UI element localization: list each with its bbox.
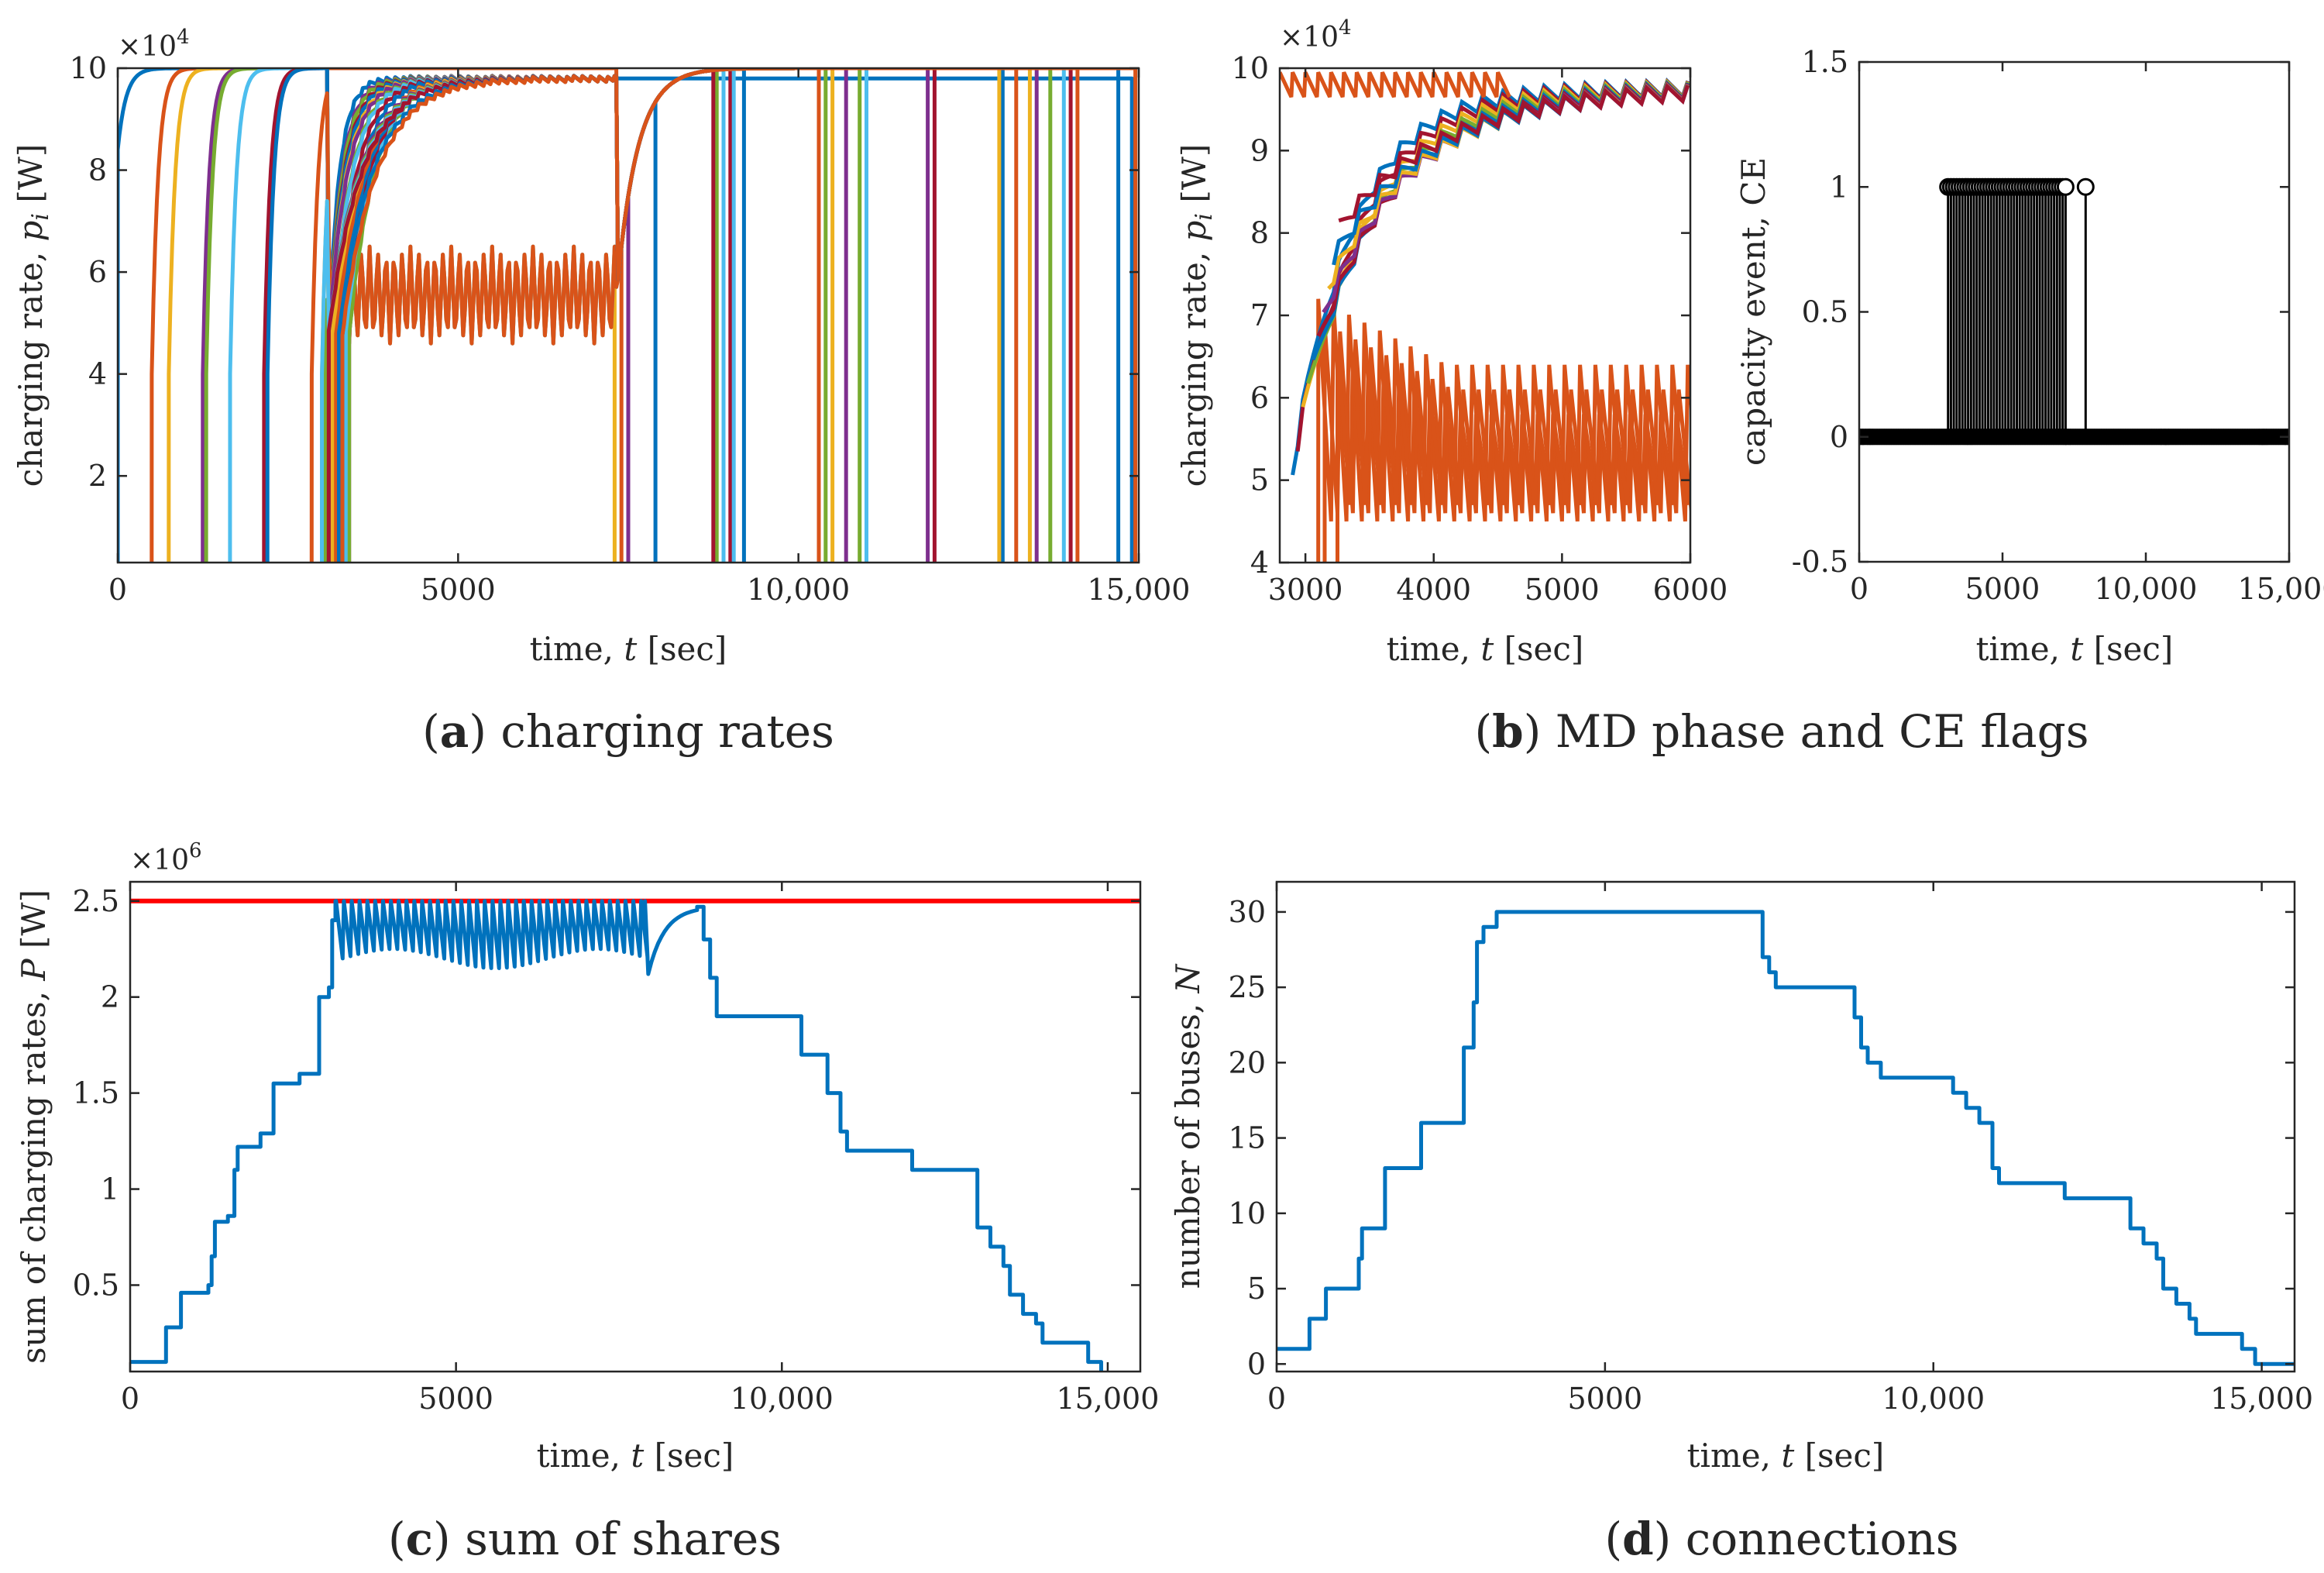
panel-c-multiplier: ×106 [130,839,202,876]
y-tick-label: 2.5 [73,884,119,918]
x-tick-label: 3000 [1268,573,1343,607]
y-tick-label: 6 [1250,380,1269,415]
x-tick-label: 10,000 [747,573,850,607]
y-tick-label: 0.5 [1802,295,1848,329]
panel-d: 0 5000 10,000 15,000 0 5 10 15 20 25 30 time, t [s… [1169,880,2313,1565]
panel-a-axes-box [116,67,1140,564]
top-trace [1280,71,1511,98]
panel-b1-ticks: 3000 4000 5000 6000 4 5 6 7 8 9 10 [1232,51,1728,607]
x-tick-label: 5000 [421,573,496,607]
x-tick-label: 10,000 [2095,572,2198,606]
panel-d-axes-box [1275,880,2296,1373]
panel-a-xlabel: time, t [sec] [530,630,727,668]
x-tick-label: 15,000 [2210,1382,2313,1416]
x-tick-label: 5000 [1568,1382,1643,1416]
ce-stem-marker [2056,177,2075,196]
panel-b2-ylabel: capacity event, CE [1734,157,1772,466]
y-tick-label: 25 [1229,970,1266,1004]
x-tick-label: 15,000 [1056,1382,1159,1416]
y-tick-label: 10 [1232,51,1269,85]
osc-trace-2 [1322,323,1690,563]
x-tick-label: 15,000 [2238,572,2324,606]
y-tick-label: 0 [1247,1347,1266,1381]
x-tick-label: 5000 [1965,572,2040,606]
panel-a: 0 5000 10,000 15,000 2 4 6 8 10 ×104 time, t [se… [12,26,1190,758]
osc-trace-3 [1336,348,1690,563]
y-tick-label: 8 [1250,216,1269,250]
y-tick-label: 5 [1250,463,1269,497]
panel-b2-axes-box [1858,60,2291,563]
panel-c-ylabel: sum of charging rates, P [W] [15,890,53,1364]
panel-b1-traces [1280,71,1690,563]
y-tick-label: 5 [1247,1272,1266,1306]
y-tick-label: 9 [1250,133,1269,167]
y-tick-label: 7 [1250,298,1269,332]
panel-c-xlabel: time, t [sec] [537,1437,734,1475]
y-tick-label: 2 [101,980,119,1014]
y-tick-label: 4 [1250,546,1269,580]
panel-d-caption: (d) connections [1604,1513,1958,1565]
panel-b1-ylabel: charging rate, pi [W] [1175,144,1218,487]
y-tick-label: 1.5 [1802,45,1848,79]
panel-a-ylabel: charging rate, pi [W] [12,144,54,487]
y-tick-label: 1 [101,1172,119,1206]
x-tick-label: 10,000 [731,1382,834,1416]
y-tick-label: 1.5 [73,1076,119,1110]
y-tick-label: 30 [1229,895,1266,929]
rise-trace-6 [1316,81,1690,337]
panel-b1-multiplier: ×104 [1280,16,1352,53]
panel-a-multiplier: ×104 [118,26,190,63]
bus-trace-21 [340,68,1073,563]
x-tick-label: 10,000 [1882,1382,1985,1416]
x-tick-label: 0 [108,573,127,607]
panel-d-traces [1277,910,2295,1366]
panel-b-caption: (b) MD phase and CE flags [1474,705,2089,758]
x-tick-label: 4000 [1396,573,1471,607]
panel-b2-xlabel: time, t [sec] [1976,630,2174,668]
sum-series-line [130,899,1103,1372]
buses-series-line [1277,910,2295,1366]
panel-b1: 3000 4000 5000 6000 4 5 6 7 8 9 10 ×104 time, t [s… [1175,16,1728,668]
panel-b2-stems [1859,177,2289,446]
y-tick-label: 4 [88,357,107,391]
panel-c-ticks: 0 5000 10,000 15,000 0.5 1 1.5 2 2.5 [73,882,1159,1416]
y-tick-label: 0.5 [73,1268,119,1302]
y-tick-label: 6 [88,255,107,289]
y-tick-label: 10 [70,51,107,85]
x-tick-label: 0 [121,1382,139,1416]
panel-a-traces [118,68,1138,563]
x-tick-label: 0 [1267,1382,1286,1416]
panel-d-ticks: 0 5000 10,000 15,000 0 5 10 15 20 25 30 [1229,882,2313,1416]
panel-b1-xlabel: time, t [sec] [1387,630,1584,668]
x-tick-label: 5000 [418,1382,493,1416]
panel-a-caption: (a) charging rates [422,705,834,758]
panel-c-traces [130,898,1140,1372]
panel-d-xlabel: time, t [sec] [1687,1437,1885,1475]
panel-c-caption: (c) sum of shares [388,1513,782,1565]
y-tick-label: 20 [1229,1045,1266,1079]
panel-d-ylabel: number of buses, N [1169,963,1207,1289]
rise-trace-10 [1338,83,1690,223]
bus-trace-1 [118,68,1134,563]
ce-stem-marker [2076,177,2095,196]
x-tick-label: 0 [1850,572,1868,606]
y-tick-label: 2 [88,459,107,493]
x-tick-label: 6000 [1653,573,1728,607]
bus-trace-6 [228,68,726,563]
y-tick-label: 10 [1229,1196,1266,1231]
y-tick-label: 15 [1229,1121,1266,1155]
rise-trace-3 [1301,78,1690,408]
x-tick-label: 5000 [1525,573,1600,607]
x-tick-label: 15,000 [1088,573,1191,607]
panel-c: 0 5000 10,000 15,000 0.5 1 1.5 2 2.5 ×106 time, … [15,839,1159,1565]
y-tick-label: -0.5 [1792,545,1848,579]
panel-a-ticks: 0 5000 10,000 15,000 2 4 6 8 10 [70,51,1191,607]
y-tick-label: 8 [88,153,107,188]
panel-c-axes-box [129,880,1142,1373]
y-tick-label: 0 [1830,420,1848,454]
y-tick-label: 1 [1830,170,1848,204]
